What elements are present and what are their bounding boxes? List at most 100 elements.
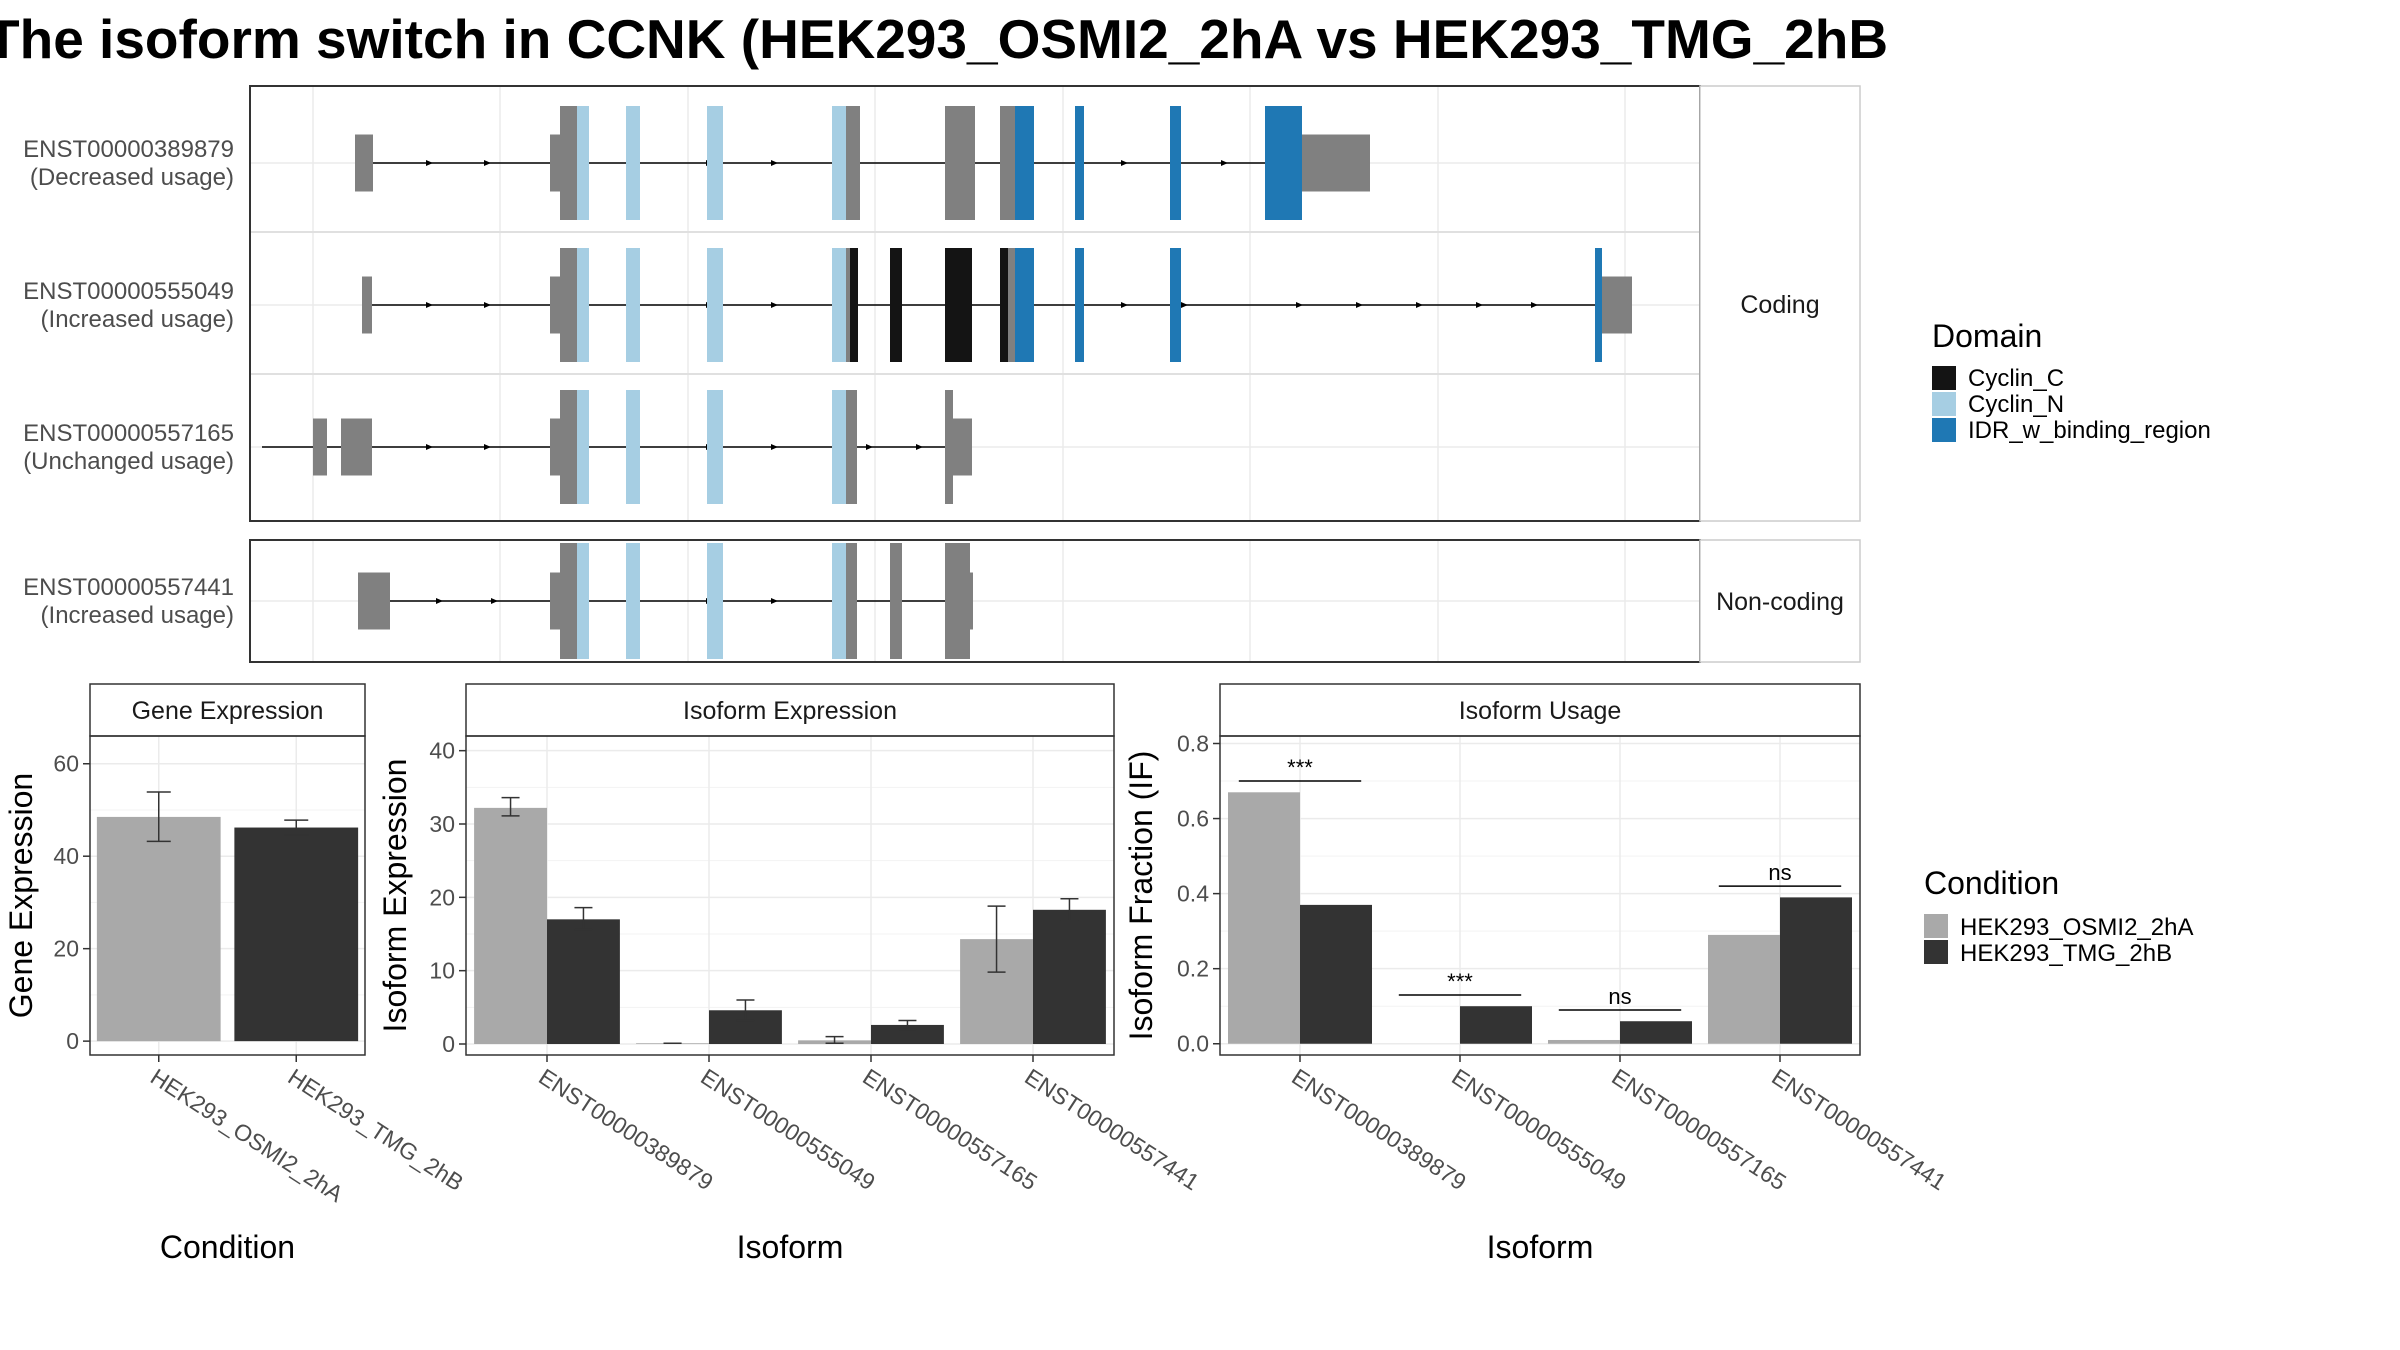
exon-block — [832, 248, 846, 362]
y-tick-label: 60 — [53, 751, 79, 777]
transcript-usage: (Decreased usage) — [30, 164, 234, 191]
coding-strip — [1699, 85, 1861, 522]
exon-block — [577, 543, 589, 659]
bar — [1228, 792, 1300, 1044]
exon-block — [945, 390, 953, 504]
bar — [871, 1024, 944, 1044]
plot-frame — [89, 735, 366, 1056]
bar — [1708, 934, 1780, 1044]
transcript-id: ENST00000557441 — [23, 574, 234, 601]
exon-block — [832, 543, 846, 659]
noncoding-strip-label: Non-coding — [1716, 588, 1844, 616]
y-tick-label: 40 — [53, 843, 79, 869]
y-tick-label: 0.2 — [1177, 956, 1209, 982]
significance-label: *** — [1287, 755, 1313, 780]
significance-label: ns — [1768, 860, 1791, 885]
direction-arrow — [484, 160, 491, 166]
direction-arrow — [1221, 160, 1228, 166]
x-tick-label: ENST00000557165 — [1607, 1063, 1791, 1195]
exon-block — [560, 248, 577, 362]
panel-strip-title: Isoform Usage — [1459, 697, 1622, 725]
exon-block — [832, 106, 846, 220]
bar — [1620, 1021, 1692, 1044]
x-axis-title: Isoform — [737, 1229, 844, 1265]
exon-block — [560, 106, 577, 220]
exon-block — [626, 543, 640, 659]
transcript-usage: (Increased usage) — [41, 306, 234, 333]
coding-strip-label: Coding — [1740, 291, 1819, 319]
exon-block — [560, 390, 577, 504]
x-axis-title: Isoform — [1487, 1229, 1594, 1265]
transcript-id: ENST00000557165 — [23, 420, 234, 447]
bar — [96, 816, 221, 1042]
bar — [234, 827, 359, 1042]
direction-arrow — [491, 598, 498, 604]
exon-block — [313, 418, 327, 476]
structure-panel-noncoding: Non-coding — [249, 539, 1861, 663]
direction-arrow — [916, 444, 923, 450]
panel-strip-title: Isoform Expression — [683, 697, 897, 725]
x-tick-label: ENST00000555049 — [696, 1063, 880, 1195]
legend-swatch-idr — [1932, 418, 1956, 442]
direction-arrow — [1476, 302, 1483, 308]
transcript-usage: (Unchanged usage) — [23, 448, 234, 475]
legend-swatch-cyclin-n — [1932, 392, 1956, 416]
direction-arrow — [426, 444, 433, 450]
y-axis-title: Isoform Fraction (IF) — [1123, 751, 1159, 1041]
bar-panel: Isoform Expression 0 10 20 30 40 ENST000003898… — [377, 683, 1204, 1265]
exon-block — [1170, 248, 1181, 362]
bar — [1033, 909, 1106, 1044]
transcript-tracks — [262, 106, 1632, 659]
exon-block — [1000, 106, 1015, 220]
x-tick-label: ENST00000557165 — [858, 1063, 1042, 1195]
exon-block — [945, 248, 972, 362]
direction-arrow — [426, 302, 433, 308]
x-axis-title: Condition — [160, 1229, 295, 1265]
exon-block — [577, 390, 589, 504]
x-tick-label: ENST00000555049 — [1447, 1063, 1631, 1195]
legend-swatch-cyclin-c — [1932, 366, 1956, 390]
transcript-track — [262, 390, 972, 504]
exon-block — [832, 390, 846, 504]
legend-label-condition-a: HEK293_OSMI2_2hA — [1960, 914, 2193, 941]
significance-label: ns — [1608, 984, 1631, 1009]
direction-arrow — [771, 444, 778, 450]
bar — [1460, 1006, 1532, 1044]
exon-block — [626, 390, 640, 504]
exon-block — [560, 543, 577, 659]
y-tick-label: 0.8 — [1177, 731, 1209, 757]
direction-arrow — [436, 598, 443, 604]
direction-arrow — [1416, 302, 1423, 308]
exon-block — [626, 106, 640, 220]
x-tick-label: ENST00000389879 — [534, 1063, 718, 1195]
panel-strip — [89, 683, 366, 737]
transcript-labels: ENST00000389879 (Decreased usage) ENST00… — [23, 136, 234, 629]
noncoding-strip — [1699, 539, 1861, 663]
exon-block — [550, 276, 562, 334]
condition-legend: Condition HEK293_OSMI2_2hA HEK293_TMG_2h… — [1924, 865, 2193, 967]
exon-block — [1000, 248, 1008, 362]
direction-arrow — [1121, 160, 1128, 166]
figure-title: The isoform switch in CCNK (HEK293_OSMI2… — [0, 8, 1888, 70]
bar-panel: Isoform Usage *** *** ns ns 0.0 0.2 0.4 0.6 0.8 EN… — [1123, 683, 1951, 1265]
direction-arrow — [1356, 302, 1363, 308]
exon-block — [953, 418, 972, 476]
y-tick-label: 30 — [429, 811, 455, 837]
exon-block — [945, 543, 970, 659]
panel-strip-title: Gene Expression — [132, 697, 324, 725]
plot-frame — [1219, 735, 1861, 1056]
legend-label-idr: IDR_w_binding_region — [1968, 417, 2211, 444]
bar — [1548, 1039, 1620, 1044]
exon-block — [890, 248, 902, 362]
exon-block — [846, 248, 850, 362]
direction-arrow — [866, 444, 873, 450]
legend-swatch-condition-b — [1924, 940, 1948, 964]
exon-block — [846, 543, 857, 659]
transcript-id: ENST00000555049 — [23, 278, 234, 305]
exon-block — [1602, 276, 1632, 334]
y-tick-label: 10 — [429, 958, 455, 984]
transcript-track — [355, 106, 1370, 220]
y-tick-label: 0.6 — [1177, 806, 1209, 832]
legend-label-cyclin-n: Cyclin_N — [1968, 391, 2064, 418]
